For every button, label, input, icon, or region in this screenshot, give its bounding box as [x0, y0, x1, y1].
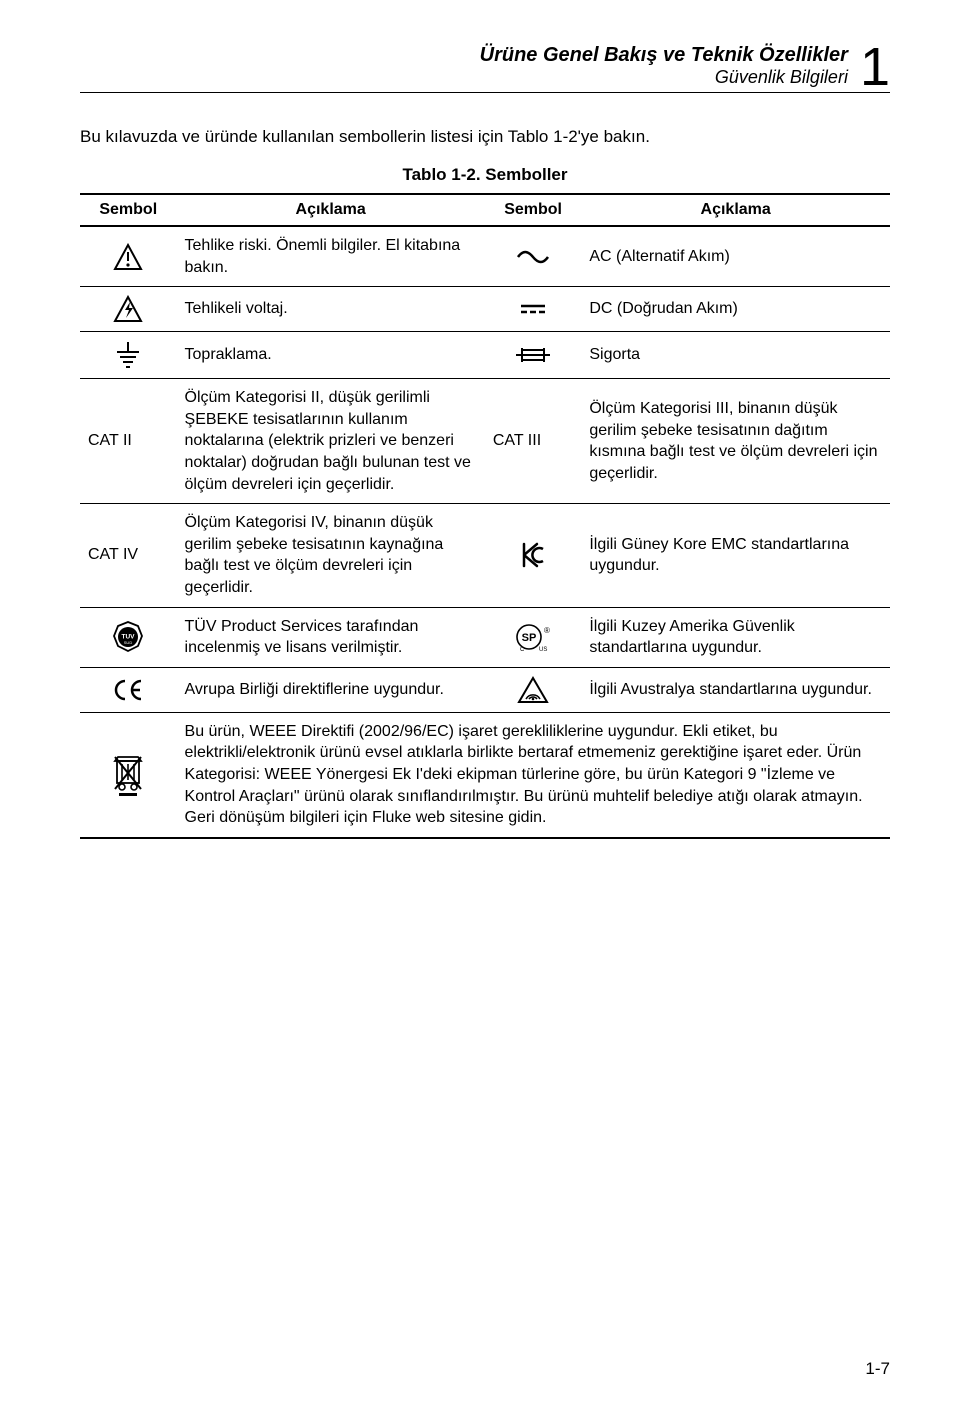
svg-text:SUD: SUD [124, 640, 133, 645]
table-row: Bu ürün, WEEE Direktifi (2002/96/EC) işa… [80, 712, 890, 837]
cell-desc: Ölçüm Kategorisi III, binanın düşük geri… [581, 379, 890, 504]
page-header: Ürüne Genel Bakış ve Teknik Özellikler G… [80, 40, 890, 93]
cat-iii-label: CAT III [485, 379, 582, 504]
svg-text:SP: SP [522, 632, 537, 644]
table-caption: Tablo 1-2. Semboller [80, 165, 890, 185]
intro-text: Bu kılavuzda ve üründe kullanılan sembol… [80, 127, 890, 147]
cell-desc: Ölçüm Kategorisi II, düşük gerilimli ŞEB… [177, 379, 485, 504]
cat-iv-label: CAT IV [80, 504, 177, 607]
th-symbol-1: Sembol [80, 194, 177, 226]
svg-text:®: ® [544, 626, 550, 635]
ac-icon [485, 226, 582, 287]
warning-triangle-icon [80, 226, 177, 287]
th-desc-1: Açıklama [177, 194, 485, 226]
cat-ii-label: CAT II [80, 379, 177, 504]
cell-desc: Topraklama. [177, 332, 485, 379]
table-row: Tehlikeli voltaj. DC (Doğrudan Akım) [80, 287, 890, 332]
cell-desc: AC (Alternatif Akım) [581, 226, 890, 287]
cell-desc: Tehlikeli voltaj. [177, 287, 485, 332]
header-title: Ürüne Genel Bakış ve Teknik Özellikler [480, 44, 848, 67]
dc-icon [485, 287, 582, 332]
cell-desc: TÜV Product Services tarafından incelenm… [177, 607, 485, 667]
chapter-number: 1 [860, 40, 890, 94]
earth-ground-icon [80, 332, 177, 379]
th-desc-2: Açıklama [581, 194, 890, 226]
header-subtitle: Güvenlik Bilgileri [480, 67, 848, 88]
fuse-icon [485, 332, 582, 379]
kc-mark-icon [485, 504, 582, 607]
cell-desc: Ölçüm Kategorisi IV, binanın düşük geril… [177, 504, 485, 607]
cell-desc: İlgili Kuzey Amerika Güvenlik standartla… [581, 607, 890, 667]
ce-mark-icon [80, 667, 177, 712]
rcm-mark-icon [485, 667, 582, 712]
hazardous-voltage-icon [80, 287, 177, 332]
weee-text: Bu ürün, WEEE Direktifi (2002/96/EC) işa… [177, 712, 890, 837]
table-row: TUVSUD TÜV Product Services tarafından i… [80, 607, 890, 667]
cell-desc: DC (Doğrudan Akım) [581, 287, 890, 332]
cell-desc: Avrupa Birliği direktiflerine uygundur. [177, 667, 485, 712]
svg-text:US: US [539, 647, 547, 652]
svg-text:C: C [520, 647, 525, 652]
page-number: 1-7 [865, 1359, 890, 1379]
table-row: CAT IV Ölçüm Kategorisi IV, binanın düşü… [80, 504, 890, 607]
weee-bin-icon [80, 712, 177, 837]
th-symbol-2: Sembol [485, 194, 582, 226]
symbols-table: Sembol Açıklama Sembol Açıklama Tehlike … [80, 193, 890, 839]
cell-desc: İlgili Güney Kore EMC standartlarına uyg… [581, 504, 890, 607]
table-row: Avrupa Birliği direktiflerine uygundur. … [80, 667, 890, 712]
table-row: CAT II Ölçüm Kategorisi II, düşük gerili… [80, 379, 890, 504]
csa-mark-icon: SP ® C US [485, 607, 582, 667]
cell-desc: Sigorta [581, 332, 890, 379]
cell-desc: İlgili Avustralya standartlarına uygundu… [581, 667, 890, 712]
tuv-mark-icon: TUVSUD [80, 607, 177, 667]
table-row: Tehlike riski. Önemli bilgiler. El kitab… [80, 226, 890, 287]
table-row: Topraklama. Sigorta [80, 332, 890, 379]
cell-desc: Tehlike riski. Önemli bilgiler. El kitab… [177, 226, 485, 287]
